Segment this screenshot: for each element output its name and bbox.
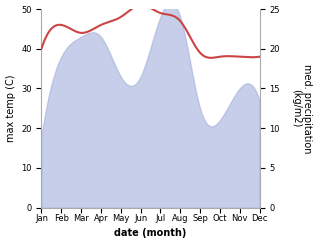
Y-axis label: med. precipitation
(kg/m2): med. precipitation (kg/m2) xyxy=(291,64,313,153)
Y-axis label: max temp (C): max temp (C) xyxy=(5,75,16,142)
X-axis label: date (month): date (month) xyxy=(114,228,187,238)
